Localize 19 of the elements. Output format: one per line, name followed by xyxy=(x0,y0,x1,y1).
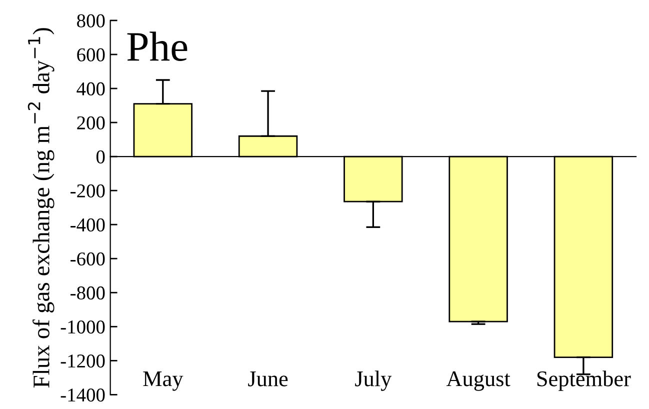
y-tick-label: -1400 xyxy=(60,388,105,402)
y-tick-label: -600 xyxy=(70,252,105,266)
y-tick-label: -800 xyxy=(70,286,105,300)
y-tick-label: 600 xyxy=(77,48,105,62)
y-tick-label: 0 xyxy=(96,150,105,164)
x-tick-label: July xyxy=(355,370,392,391)
y-tick-label: -1000 xyxy=(60,320,105,334)
y-tick-label: -400 xyxy=(70,218,105,232)
chart-title: Phe xyxy=(127,32,188,61)
x-tick-label: June xyxy=(248,372,288,386)
y-tick-label: -1200 xyxy=(60,354,105,368)
x-tick-label: August xyxy=(446,371,510,391)
y-tick-label: -200 xyxy=(70,184,105,198)
x-tick-label: September xyxy=(537,370,631,391)
y-axis-title: Flux of gas exchange (ng m$^{−2}$ day$^{−1}$) xyxy=(28,28,54,388)
y-tick-label: 200 xyxy=(77,116,105,130)
y-tick-label: 400 xyxy=(76,82,105,96)
y-tick-label: 800 xyxy=(77,14,105,28)
x-tick-label: May xyxy=(143,371,184,391)
